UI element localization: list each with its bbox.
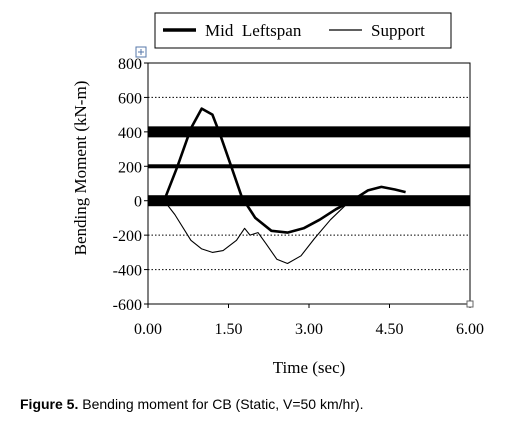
thick-bars xyxy=(148,126,470,207)
legend-box xyxy=(154,12,452,49)
series-line-mid-leftspan xyxy=(162,107,406,234)
x-axis-title: Time (sec) xyxy=(273,358,346,377)
y-tick-label: 400 xyxy=(118,125,142,142)
legend-label-support: Support xyxy=(371,21,425,40)
legend: Mid Leftspan Support xyxy=(154,12,452,49)
y-axis-title: Bending Moment (kN-m) xyxy=(71,81,90,256)
y-tick-label: 0 xyxy=(134,194,142,211)
x-tick-label: 6.00 xyxy=(456,321,484,338)
thick-bar xyxy=(148,126,470,138)
x-tick-label: 4.50 xyxy=(376,321,404,338)
plot-anchor-icon[interactable] xyxy=(135,46,147,58)
figure-caption: Figure 5. Bending moment for CB (Static,… xyxy=(20,396,364,412)
series-lines xyxy=(162,107,406,265)
y-tick-label: 800 xyxy=(118,56,142,73)
y-tick-label: 200 xyxy=(118,159,142,176)
caption-label: Figure 5. xyxy=(20,396,79,412)
x-tick-label: 1.50 xyxy=(215,321,243,338)
legend-label-mid-leftspan: Mid Leftspan xyxy=(205,21,302,40)
thick-bar xyxy=(148,195,470,207)
caption-text: Bending moment for CB (Static, V=50 km/h… xyxy=(78,396,364,412)
y-tick-label: -600 xyxy=(113,297,142,314)
x-tick-label: 0.00 xyxy=(134,321,162,338)
x-tick-label: 3.00 xyxy=(295,321,323,338)
resize-handle-icon[interactable] xyxy=(466,300,474,308)
thick-bar xyxy=(148,164,470,169)
y-tick-label: -200 xyxy=(113,228,142,245)
x-tick-labels: 0.00 1.50 3.00 4.50 6.00 xyxy=(134,304,484,338)
y-tick-label: -400 xyxy=(113,263,142,280)
y-tick-labels: 800 600 400 200 0 -200 -400 -600 xyxy=(113,56,148,314)
series-line-support xyxy=(163,195,361,265)
plot-area xyxy=(147,62,471,305)
y-tick-label: 600 xyxy=(118,90,142,107)
bending-moment-chart: 0.00 1.50 3.00 4.50 6.00 800 600 400 200 0 -200 -4… xyxy=(71,12,484,377)
